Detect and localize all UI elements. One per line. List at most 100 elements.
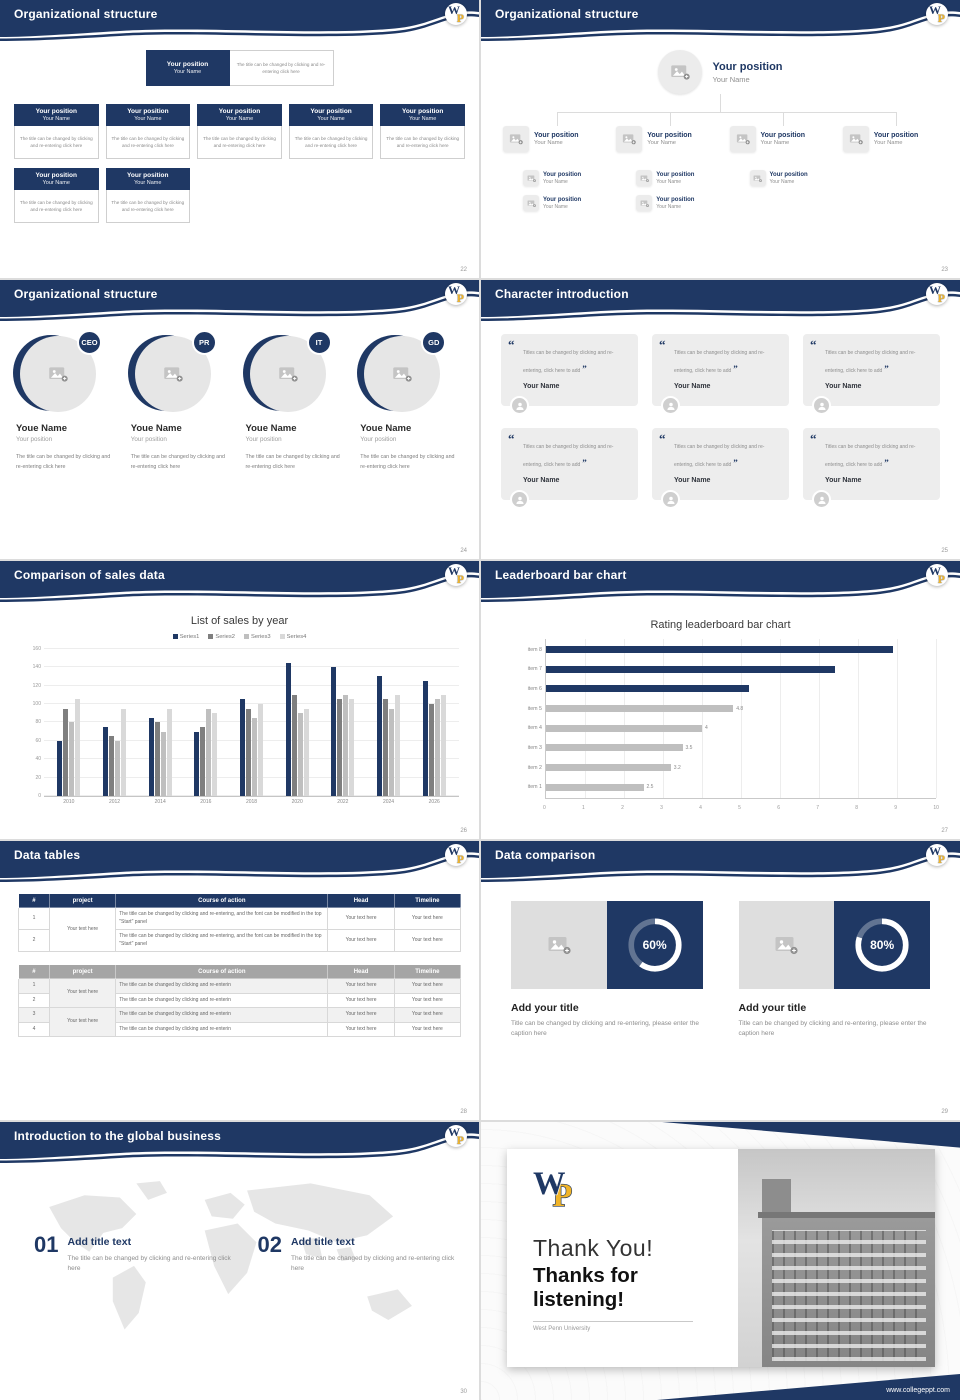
name-label: Your Name xyxy=(42,116,70,122)
profile-photo-placeholder: PR xyxy=(127,330,217,413)
column-header: Timeline xyxy=(393,964,462,980)
org-level-2: Your position Your Name Your position Your… xyxy=(503,170,950,211)
column-header: # xyxy=(18,893,50,909)
position-label: Your position xyxy=(656,196,695,203)
open-quote-icon: “ xyxy=(508,431,515,447)
numbered-items: 01 Add title text The title can be chang… xyxy=(34,1231,455,1275)
gridline xyxy=(44,684,459,686)
y-tick-label: 100 xyxy=(32,701,41,708)
item-number: 01 xyxy=(34,1231,59,1257)
connector-line xyxy=(670,112,671,126)
org-level-1: Your position Your Name Your position Your… xyxy=(503,126,950,152)
name-label: Your Name xyxy=(873,140,903,146)
image-icon xyxy=(640,174,649,183)
thankyou-text-block: P W Thank You! Thanks for listening! Wes… xyxy=(507,1149,738,1367)
column-header: Course of action xyxy=(115,893,329,909)
bar-group-2024 xyxy=(366,649,412,797)
connector-line xyxy=(896,112,897,126)
bar-Series4 xyxy=(212,713,218,797)
donut-chart: 80% xyxy=(834,901,930,990)
x-tick-label: 2022 xyxy=(337,799,349,806)
slide-title: Introduction to the global business xyxy=(14,1128,221,1143)
position-label: Your position xyxy=(534,132,579,139)
x-tick-label: 0 xyxy=(543,805,546,812)
image-placeholder xyxy=(729,126,756,152)
slide-thank-you[interactable]: P W Thank You! Thanks for listening! Wes… xyxy=(481,1121,960,1400)
bar-Series1 xyxy=(57,740,63,797)
profile-photo-placeholder: CEO xyxy=(13,330,102,413)
person-icon xyxy=(666,401,676,411)
table-row: 2 The title can be changed by clicking a… xyxy=(18,992,462,1009)
image-icon xyxy=(622,132,636,146)
name-label: Your Name xyxy=(134,116,162,122)
item-caption: The title can be changed by clicking and… xyxy=(290,1254,455,1272)
position-label: Your position xyxy=(245,436,282,444)
bar-Series2 xyxy=(200,727,206,797)
cell-timeline: Your text here xyxy=(393,992,462,1009)
x-tick-label: 6 xyxy=(777,805,780,812)
page-number: 26 xyxy=(460,828,467,835)
connector-line xyxy=(783,112,784,126)
thanks-listening-line: Thanks for listening! xyxy=(533,1263,638,1311)
org-level-2: Your position Your Name The title can be c… xyxy=(14,168,190,223)
name-label: Your Name xyxy=(543,203,568,210)
org-node-box: Your position Your Name xyxy=(197,104,282,126)
bar-Series3 xyxy=(434,699,440,797)
image-icon xyxy=(547,933,571,957)
cell-number: 3 xyxy=(18,1007,50,1023)
slide-title: Organizational structure xyxy=(495,7,639,21)
chart-plot-area: 0 20 40 60 80 100 120 140 160 xyxy=(33,646,459,799)
value-label: 4.8 xyxy=(736,705,744,712)
cell-number: 4 xyxy=(18,1021,50,1038)
org-root-caption: The title can be changed by clicking and… xyxy=(229,50,334,86)
org-node-box: Your position Your Name xyxy=(105,168,190,190)
org-node: Your position Your Name The title can be c… xyxy=(197,104,282,159)
panel-caption: Title can be changed by clicking and re-… xyxy=(511,1020,700,1038)
org-root-node: Your position Your Name The title can be… xyxy=(0,50,479,86)
world-map xyxy=(49,1180,412,1330)
name-label: Your Name xyxy=(674,477,711,485)
org-sub-node: Your position Your Name xyxy=(636,195,723,211)
profile-card: IT Youe Name Your position The title can… xyxy=(242,330,349,472)
name-label: Your Name xyxy=(647,140,677,146)
person-icon xyxy=(817,401,827,411)
x-axis: 2010 2012 2014 2016 2018 2020 2022 2024 2026 xyxy=(44,799,459,805)
cell-course: The title can be changed by clicking and… xyxy=(115,907,329,931)
wp-university-logo: P W xyxy=(533,1165,573,1214)
org-node: Your position Your Name The title can be c… xyxy=(380,104,465,159)
bar-row-item 2: item 2 3.2 xyxy=(528,764,936,772)
logo-letter-w: W xyxy=(929,283,941,298)
cell-project: Your text here xyxy=(48,978,117,1009)
bar-Series3 xyxy=(389,708,395,797)
org-node: Your position Your Name The title can be c… xyxy=(105,104,191,159)
open-quote-icon: “ xyxy=(659,337,666,353)
cell-timeline: Your text here xyxy=(393,978,462,994)
org-node: Your position Your Name The title can be c… xyxy=(14,104,99,159)
name-label: Your Name xyxy=(173,69,202,75)
org-node: Your position Your Name xyxy=(503,126,610,152)
cell-head: Your text here xyxy=(327,1021,395,1038)
thank-you-line: Thank You! xyxy=(533,1234,654,1261)
gridline xyxy=(44,647,459,649)
image-placeholder xyxy=(503,126,529,152)
percent-label: 60% xyxy=(642,938,667,953)
cell-timeline: Your text here xyxy=(393,929,462,953)
quote-text: Titles can be changed by clicking and re… xyxy=(825,350,916,375)
close-quote-icon: ” xyxy=(884,364,889,375)
category-label: item 6 xyxy=(527,685,542,692)
profile-photo-placeholder: GD xyxy=(357,330,447,413)
